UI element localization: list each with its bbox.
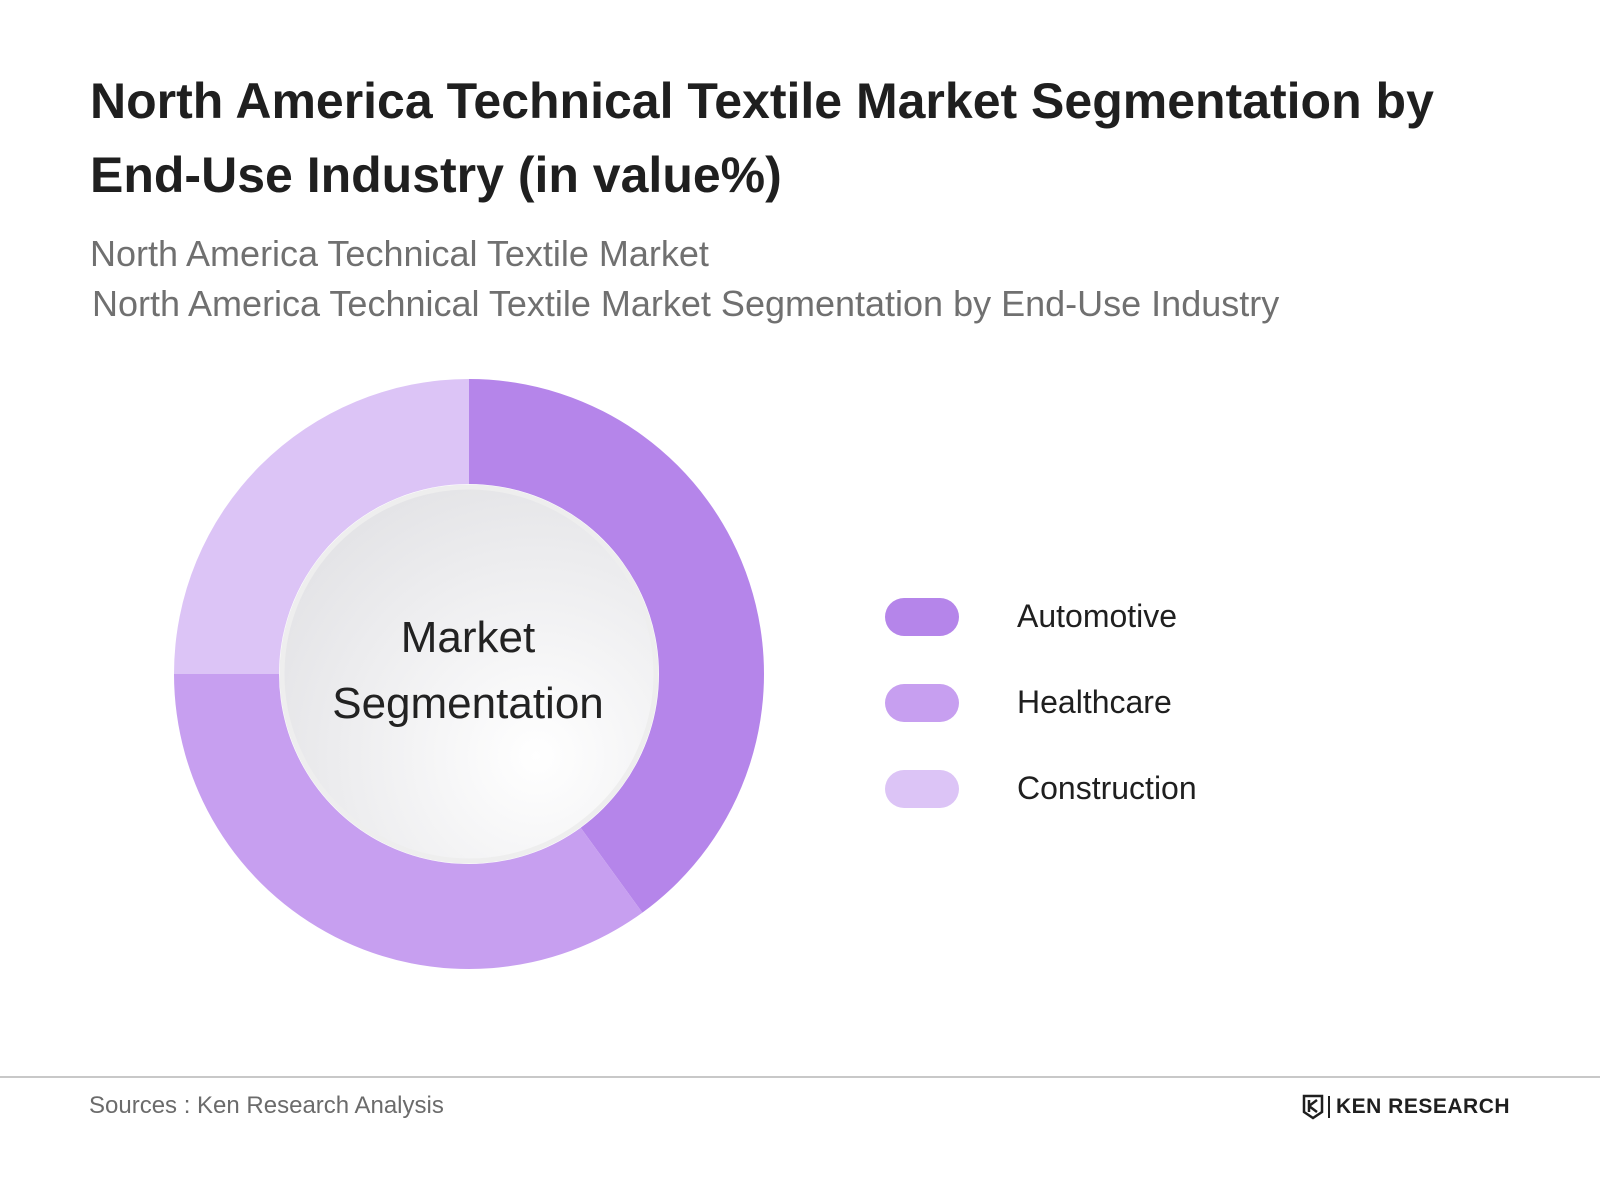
chart-subtitle-market: North America Technical Textile Market xyxy=(90,233,709,274)
donut-center-disc xyxy=(279,484,659,864)
donut-center-label-line-2: Segmentation xyxy=(332,679,604,728)
legend-swatch-healthcare xyxy=(885,684,959,722)
chart-subtitle-segmentation: North America Technical Textile Market S… xyxy=(92,283,1280,324)
footer-divider xyxy=(0,1076,1600,1078)
donut-slice-construction xyxy=(174,379,469,674)
legend-label-construction: Construction xyxy=(1017,770,1197,806)
donut-slice-automotive xyxy=(469,379,765,913)
donut-center-label: Market Segmentation xyxy=(283,605,653,737)
legend-swatch-automotive xyxy=(885,598,959,636)
brand-name: KEN RESEARCH xyxy=(1336,1095,1511,1118)
legend-swatch-construction xyxy=(885,770,959,808)
legend-label-healthcare: Healthcare xyxy=(1017,684,1172,720)
donut-slice-healthcare xyxy=(174,674,643,970)
source-note: Sources : Ken Research Analysis xyxy=(89,1092,444,1119)
ken-research-logo-icon xyxy=(1302,1094,1324,1120)
legend-label-automotive: Automotive xyxy=(1017,598,1178,634)
brand-logo: KEN RESEARCH xyxy=(1302,1094,1510,1120)
donut-center-label-line-1: Market xyxy=(400,613,536,662)
brand-separator xyxy=(1328,1096,1330,1118)
chart-title: North America Technical Textile Market S… xyxy=(90,73,1434,203)
